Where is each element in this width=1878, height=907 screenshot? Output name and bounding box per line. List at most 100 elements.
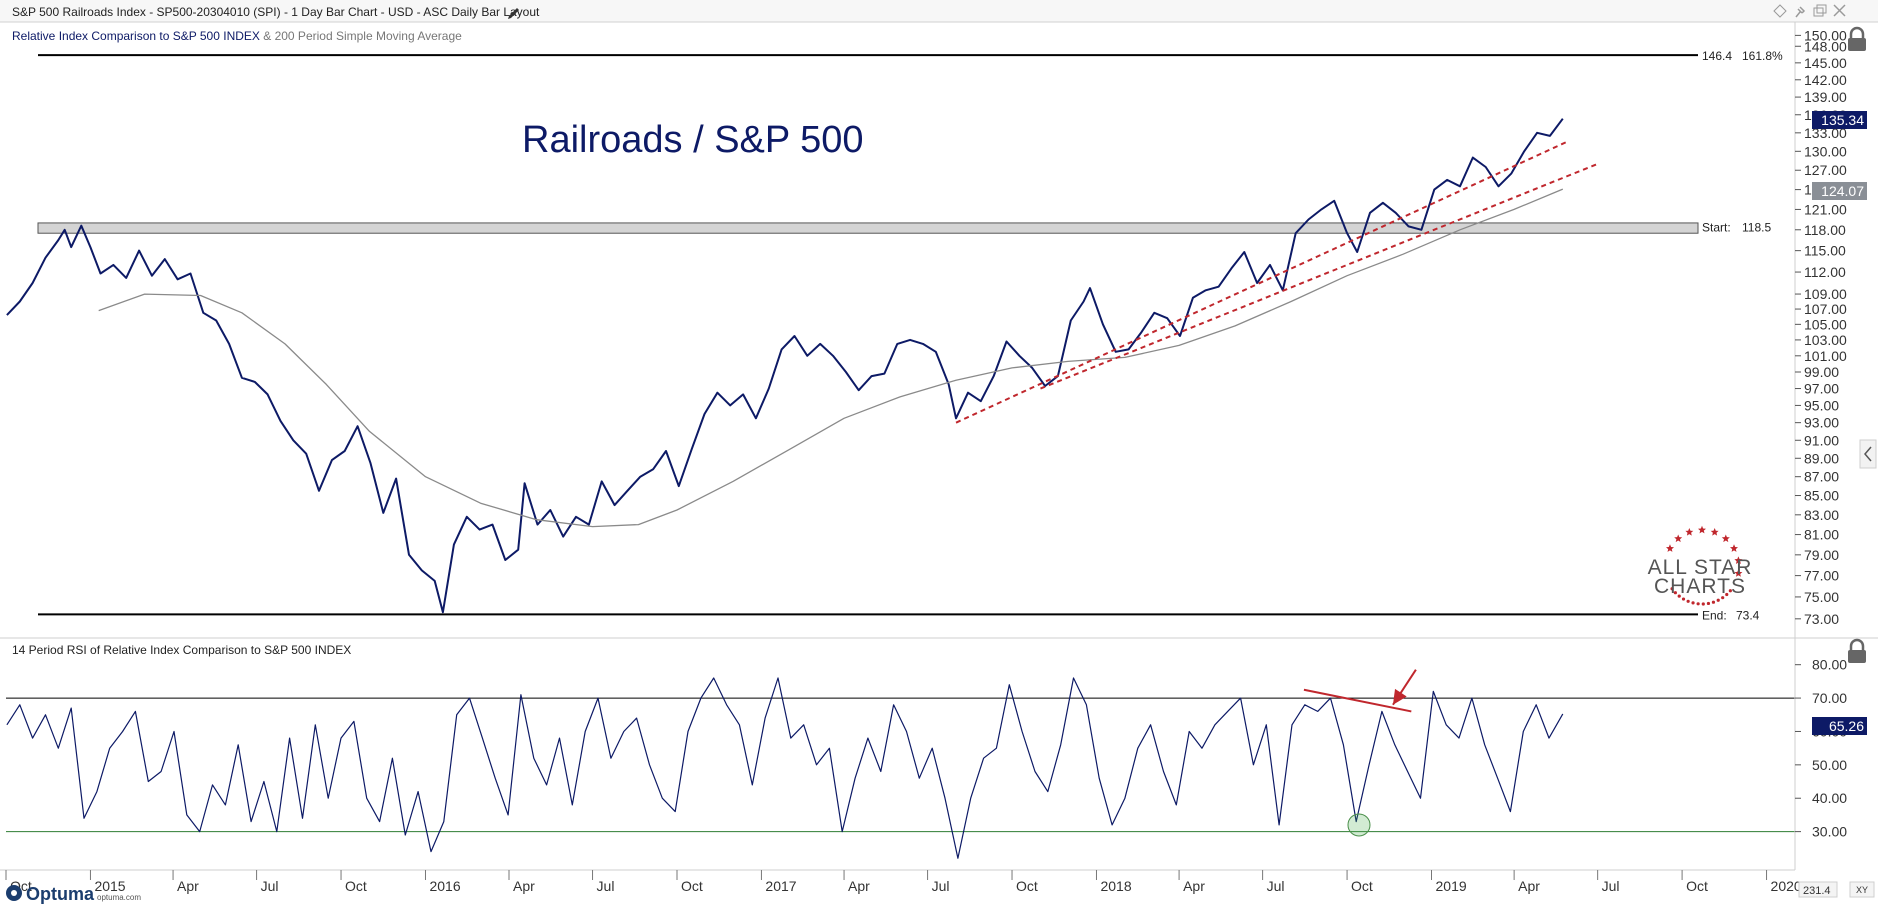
brand-url[interactable]: optuma.com: [97, 893, 141, 902]
watermark-line2: CHARTS: [1654, 575, 1746, 598]
rsi-y-tick-label: 70.00: [1812, 690, 1847, 706]
main-y-tick-label: 121.00: [1804, 201, 1847, 217]
x-tick-label: Jul: [597, 878, 615, 894]
start-zone-band: [37, 222, 1699, 234]
x-tick-label: Oct: [1686, 878, 1708, 894]
main-y-tick-label: 115.00: [1804, 243, 1846, 259]
rsi-lock-icon[interactable]: [1848, 638, 1866, 663]
diamond-icon[interactable]: [1773, 4, 1787, 18]
x-tick-label: Apr: [1183, 878, 1205, 894]
moving-average-line: [98, 188, 1564, 528]
rsi-last-value-label: 65.26: [1812, 717, 1867, 735]
watermark-star: [1674, 534, 1683, 543]
main-y-tick-label: 105.00: [1804, 316, 1847, 332]
main-y-tick-label: 145.00: [1804, 55, 1847, 71]
main-panel-header: Relative Index Comparison to S&P 500 IND…: [12, 29, 260, 43]
main-y-tick-label: 93.00: [1804, 415, 1839, 431]
watermark-dot: [1691, 601, 1695, 605]
last-value-label: 135.34: [1812, 111, 1867, 129]
svg-text:Relative Index Comparison to S: Relative Index Comparison to S&P 500 IND…: [12, 29, 462, 43]
watermark-star: [1685, 528, 1694, 536]
watermark-dot: [1716, 598, 1720, 602]
main-y-tick-label: 77.00: [1804, 568, 1839, 584]
watermark-dot: [1673, 591, 1677, 595]
rsi-y-tick-label: 80.00: [1812, 657, 1847, 673]
rsi-y-tick-label: 50.00: [1812, 757, 1847, 773]
rsi-plot: [6, 669, 1795, 859]
level-end-label: End:: [1702, 608, 1727, 622]
footer: Optuma optuma.com 231.4 XY: [6, 881, 1875, 904]
rsi-y-tick-label: 30.00: [1812, 824, 1847, 840]
x-tick-label: Apr: [177, 878, 199, 894]
watermark-dot: [1701, 602, 1705, 606]
watermark-star: [1710, 528, 1719, 536]
x-tick-label: Oct: [1016, 878, 1038, 894]
main-y-tick-label: 83.00: [1804, 507, 1839, 523]
main-y-tick-label: 118.00: [1804, 222, 1846, 238]
x-tick-label: 2019: [1436, 878, 1467, 894]
xy-toggle-label: XY: [1856, 885, 1868, 895]
main-y-tick-label: 79.00: [1804, 547, 1839, 563]
rsi-arrow-head: [1392, 688, 1407, 705]
rsi-divergence-line: [1303, 688, 1412, 713]
pin-icon[interactable]: [1795, 6, 1806, 18]
watermark-dot: [1670, 587, 1674, 591]
x-tick-label: Apr: [848, 878, 870, 894]
xy-toggle[interactable]: [1849, 881, 1875, 898]
x-tick-label: Oct: [681, 878, 703, 894]
x-tick-label: 2016: [429, 878, 460, 894]
watermark-dot: [1706, 601, 1711, 606]
x-tick-label: 2020: [1771, 878, 1802, 894]
watermark-dot: [1728, 589, 1732, 593]
chart-title: Railroads / S&P 500: [522, 119, 864, 161]
main-y-tick-label: 142.00: [1804, 72, 1847, 88]
x-tick-label: Apr: [1518, 878, 1540, 894]
watermark-star: [1666, 544, 1674, 552]
main-y-tick-label: 103.00: [1804, 332, 1847, 348]
watermark-dot: [1721, 596, 1725, 600]
restore-icon[interactable]: [1813, 4, 1827, 17]
all-star-charts-watermark: ALL STAR CHARTS: [1648, 525, 1753, 606]
main-y-tick-label: 112.00: [1804, 264, 1846, 280]
main-y-tick-label: 97.00: [1804, 381, 1839, 397]
rsi-last-value-text: 65.26: [1829, 718, 1864, 734]
x-tick-label: 2017: [765, 878, 796, 894]
main-panel-header-ma: & 200 Period Simple Moving Average: [260, 29, 462, 43]
trend-line-2: [1040, 162, 1599, 390]
watermark-star: [1721, 534, 1730, 543]
brand-name: Optuma: [26, 884, 95, 904]
main-y-tick-label: 89.00: [1804, 450, 1839, 466]
main-y-tick-label: 109.00: [1804, 286, 1847, 302]
scale-box[interactable]: [1798, 881, 1838, 898]
close-icon[interactable]: [1833, 4, 1846, 17]
watermark-star: [1698, 525, 1706, 534]
main-y-tick-label: 130.00: [1804, 143, 1847, 159]
main-y-tick-label: 91.00: [1804, 432, 1839, 448]
x-tick-label: 2018: [1100, 878, 1131, 894]
watermark-star: [1734, 556, 1743, 564]
main-y-tick-label: 127.00: [1804, 162, 1847, 178]
price-line: [6, 118, 1564, 614]
pencil-icon[interactable]: [508, 8, 519, 19]
main-y-tick-label: 81.00: [1804, 527, 1839, 543]
level-start-value: 118.5: [1742, 220, 1771, 234]
rsi-line: [6, 677, 1564, 859]
main-y-tick-label: 101.00: [1804, 348, 1847, 364]
level-top-pct: 161.8%: [1742, 49, 1783, 63]
main-y-tick-label: 139.00: [1804, 89, 1847, 105]
main-y-tick-label: 148.00: [1804, 38, 1847, 54]
rsi-y-tick-label: 40.00: [1812, 790, 1847, 806]
ma-value-text: 124.07: [1821, 183, 1864, 199]
collapse-panel-icon[interactable]: [1859, 439, 1877, 469]
rsi-oversold-circle: [1347, 813, 1371, 837]
main-y-tick-label: 95.00: [1804, 397, 1839, 413]
watermark-line1: ALL STAR: [1648, 556, 1753, 579]
main-price-plot: 146.4 161.8% Start: 118.5 End: 73.4: [6, 49, 1783, 622]
lock-icon[interactable]: [1848, 26, 1866, 51]
trend-line-1: [955, 141, 1567, 424]
scale-box-value: 231.4: [1803, 885, 1831, 897]
ma-value-label: 124.07: [1812, 182, 1867, 200]
